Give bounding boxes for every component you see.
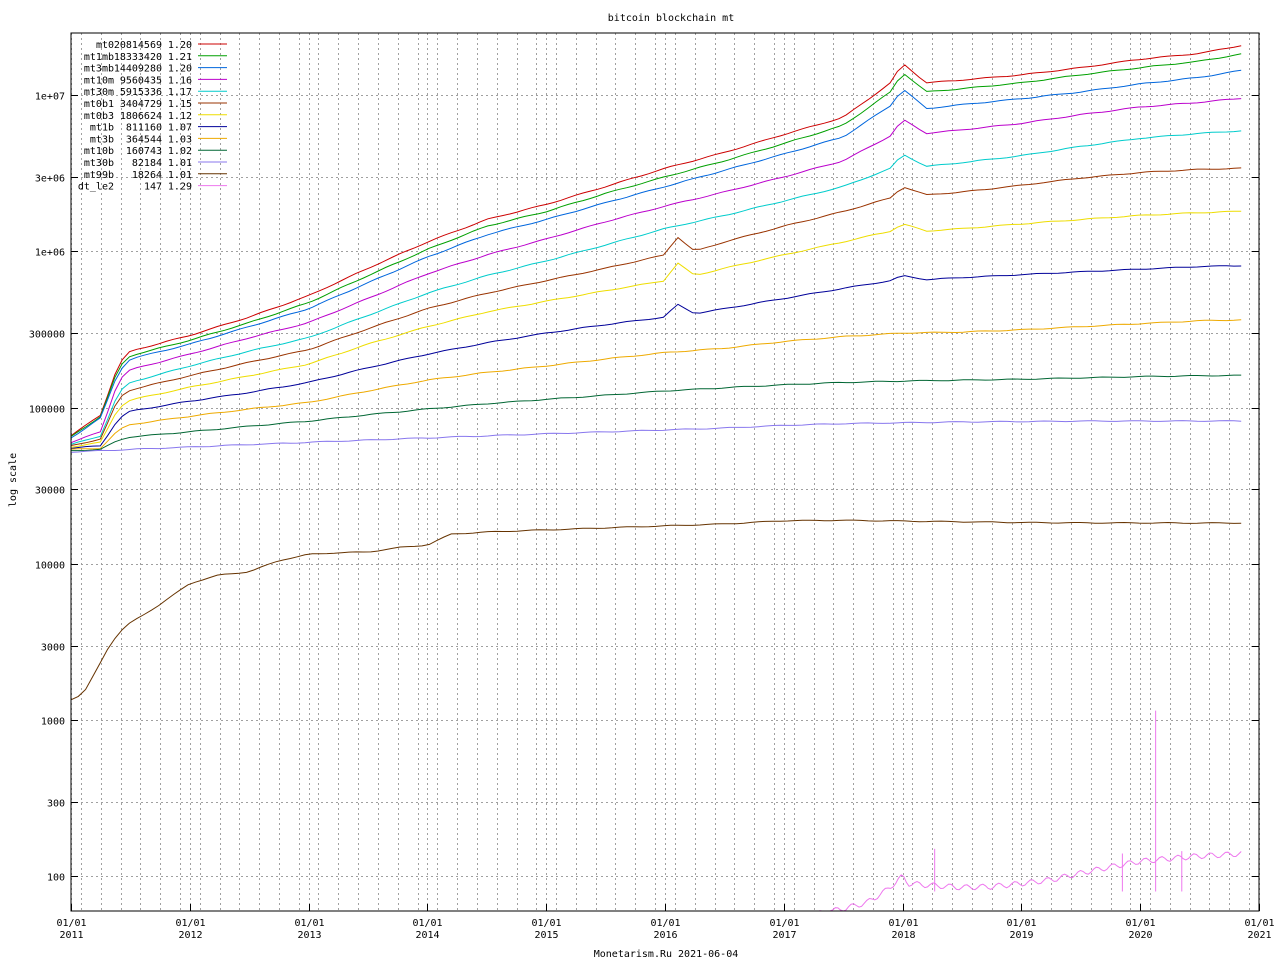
y-tick-label: 3000 (41, 643, 65, 654)
x-tick-label: 01/01 (175, 918, 205, 929)
legend-ratio-mt3b: 1.03 (168, 134, 192, 145)
legend-ratio-mt1mb: 1.21 (168, 52, 192, 63)
legend-value-mt10b: 160743 (126, 146, 162, 157)
legend-value-mt99b: 18264 (132, 170, 162, 181)
x-axis-label: Monetarism.Ru 2021-06-04 (594, 949, 739, 960)
series-line-mt30b (70, 420, 1242, 453)
y-tick-label: 30000 (35, 486, 65, 497)
legend-ratio-mt30b: 1.01 (168, 158, 192, 169)
x-tick-year: 2012 (178, 930, 202, 941)
legend-value-mt1b: 811160 (126, 123, 162, 134)
legend-label-mt0b3: mt0b3 (84, 111, 114, 122)
x-tick-year: 2014 (415, 930, 439, 941)
x-tick-label: 01/01 (1006, 918, 1036, 929)
legend-ratio-dt_le2: 1.29 (168, 182, 192, 193)
legend-label-mt10m: mt10m (84, 75, 114, 86)
plot-frame (70, 32, 1260, 912)
x-tick-label: 01/01 (56, 918, 86, 929)
x-tick-label: 01/01 (294, 918, 324, 929)
x-tick-label: 01/01 (1125, 918, 1155, 929)
series-line-mt0 (70, 45, 1242, 437)
legend-value-mt3b: 364544 (126, 134, 162, 145)
x-tick-year: 2011 (59, 930, 83, 941)
legend: mt0 20814569 1.20 mt1mb 18333420 1.21 mt3mb 144… (78, 40, 227, 193)
legend-ratio-mt30m: 1.17 (168, 87, 192, 98)
legend-ratio-mt0b1: 1.15 (168, 99, 192, 110)
legend-label-mt30m: mt30m (84, 87, 114, 98)
legend-label-mt1b: mt1b (90, 123, 114, 134)
series-line-mt10b (71, 374, 1242, 452)
legend-ratio-mt10m: 1.16 (168, 75, 192, 86)
legend-value-mt30b: 82184 (132, 158, 162, 169)
x-tick-label: 01/01 (1244, 918, 1274, 929)
x-tick-label: 01/01 (650, 918, 680, 929)
legend-value-mt3mb: 14409280 (114, 64, 162, 75)
legend-value-mt10m: 9560435 (120, 75, 162, 86)
series-line-dt_le2 (819, 851, 1242, 912)
x-tick-label: 01/01 (412, 918, 442, 929)
y-ticks: 1e+07 3e+06 1e+06 300000 100000 30000 10000 300… (29, 92, 1259, 884)
legend-value-mt0: 20814569 (114, 40, 162, 51)
legend-label-mt0: mt0 (96, 40, 114, 51)
legend-label-mt99b: mt99b (84, 170, 114, 181)
y-tick-label: 300000 (29, 330, 65, 341)
legend-ratio-mt3mb: 1.20 (168, 64, 192, 75)
y-tick-label: 1e+06 (35, 248, 65, 259)
y-axis-label: log scale (8, 453, 19, 507)
x-tick-year: 2015 (534, 930, 558, 941)
legend-label-mt1mb: mt1mb (84, 52, 114, 63)
series-line-mt10m (70, 98, 1242, 444)
x-tick-label: 01/01 (888, 918, 918, 929)
legend-value-mt1mb: 18333420 (114, 52, 162, 63)
chart-title: bitcoin blockchain mt (608, 13, 734, 24)
legend-value-mt0b3: 1806624 (120, 111, 162, 122)
series-line-mt3b (70, 319, 1242, 450)
series-line-mt3mb (70, 69, 1242, 439)
legend-ratio-mt0: 1.20 (168, 40, 192, 51)
y-tick-label: 1e+07 (35, 92, 65, 103)
series-line-mt30m (70, 130, 1242, 445)
y-tick-label: 3e+06 (35, 174, 65, 185)
legend-label-dt_le2: dt_le2 (78, 182, 114, 193)
y-tick-label: 300 (47, 799, 65, 810)
legend-label-mt3mb: mt3mb (84, 64, 114, 75)
series-line-mt0b3 (70, 210, 1242, 448)
legend-label-mt30b: mt30b (84, 158, 114, 169)
y-tick-label: 100 (47, 873, 65, 884)
x-tick-year: 2019 (1009, 930, 1033, 941)
legend-ratio-mt99b: 1.01 (168, 170, 192, 181)
y-tick-label: 10000 (35, 561, 65, 572)
x-tick-year: 2017 (772, 930, 796, 941)
y-tick-label: 100000 (29, 405, 65, 416)
y-tick-label: 1000 (41, 717, 65, 728)
legend-label-mt0b1: mt0b1 (84, 99, 114, 110)
series-lines (70, 45, 1242, 912)
series-line-mt0b1 (70, 167, 1242, 446)
legend-ratio-mt1b: 1.07 (168, 123, 192, 134)
x-tick-label: 01/01 (531, 918, 561, 929)
legend-label-mt10b: mt10b (84, 146, 114, 157)
legend-ratio-mt10b: 1.02 (168, 146, 192, 157)
x-tick-year: 2020 (1128, 930, 1152, 941)
series-line-mt99b (70, 519, 1242, 701)
series-line-mt1mb (70, 53, 1242, 437)
x-tick-year: 2021 (1247, 930, 1271, 941)
legend-value-mt30m: 5915336 (120, 87, 162, 98)
x-tick-year: 2016 (653, 930, 677, 941)
legend-value-mt0b1: 3404729 (120, 99, 162, 110)
legend-value-dt_le2: 147 (144, 182, 162, 193)
x-ticks: 01/01201101/01201201/01201301/01201401/0… (56, 904, 1275, 941)
x-tick-year: 2018 (891, 930, 915, 941)
legend-label-mt3b: mt3b (90, 134, 114, 145)
x-tick-year: 2013 (297, 930, 321, 941)
grid (71, 33, 1260, 911)
legend-ratio-mt0b3: 1.12 (168, 111, 192, 122)
x-tick-label: 01/01 (769, 918, 799, 929)
series-line-mt1b (70, 265, 1242, 449)
